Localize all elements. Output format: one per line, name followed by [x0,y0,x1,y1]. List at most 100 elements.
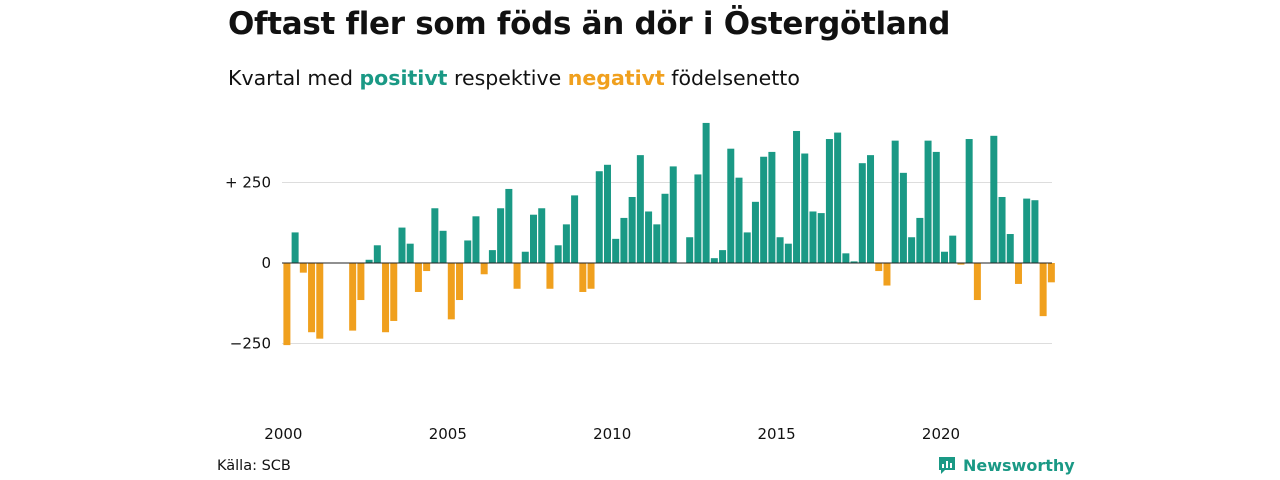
bar [382,263,390,333]
x-axis-labels: 2000 2005 2010 2015 2020 [264,425,960,443]
newsworthy-logo-icon [939,457,955,474]
bar [530,214,537,263]
bar [1006,234,1014,263]
x-tick-label: 2020 [922,425,960,443]
bar [587,263,595,289]
bar [743,232,751,263]
bar [357,263,365,301]
bar [521,251,529,263]
subtitle-positive-label: positivt [359,66,448,90]
newsworthy-brand[interactable]: Newsworthy [937,455,1075,475]
bar [645,211,653,263]
bar [949,235,957,263]
bar [990,135,998,263]
bar [1023,198,1031,263]
subtitle-middle: respektive [447,66,568,90]
bar [710,258,718,263]
bar [727,148,735,263]
bar [899,172,907,263]
bar [406,243,414,263]
x-tick-label: 2015 [758,425,796,443]
bar [817,213,825,263]
bar [636,155,644,263]
bar [932,151,940,263]
x-tick-label: 2005 [429,425,467,443]
bar [439,230,447,263]
bar [488,250,496,263]
bar-series [283,122,1055,346]
bar [283,263,291,346]
bar [316,263,324,339]
bar [513,263,521,289]
bar [776,237,784,263]
bar [973,263,981,301]
bar [505,188,513,263]
bar [414,263,422,292]
bar [472,216,480,263]
bar [735,177,743,263]
bar [538,208,546,263]
bar [957,263,965,265]
bar [702,122,710,264]
bar [595,171,603,263]
bar [546,263,554,289]
bar [1031,200,1039,263]
bar [850,261,858,263]
bar [390,263,398,321]
y-tick-label: + 250 [225,174,271,192]
bar [686,237,694,263]
bar [751,201,759,263]
bar [349,263,357,331]
bar [941,251,948,263]
bar [768,151,776,263]
bar [784,243,792,263]
bar [447,263,455,320]
bar [299,263,307,273]
bar [497,208,505,263]
y-tick-label: 0 [261,254,271,272]
subtitle-negative-label: negativt [567,66,665,90]
bar [1047,263,1055,283]
bar [858,163,866,263]
x-tick-label: 2010 [593,425,631,443]
bar [308,263,316,333]
bar [834,132,842,263]
bar [891,140,899,263]
bar [562,224,570,263]
bar [628,196,636,263]
bar [669,166,677,263]
x-tick-label: 2000 [264,425,302,443]
subtitle-suffix: födelsenetto [664,66,800,90]
bar [423,263,431,272]
subtitle-prefix: Kvartal med [228,66,360,90]
bar [612,238,620,263]
bar [842,253,850,263]
bar [867,155,875,263]
bar [464,240,472,263]
bar [653,224,661,263]
bar [291,232,299,263]
bar [809,211,817,263]
brand-name: Newsworthy [963,455,1075,475]
bar [965,139,973,263]
bar [1014,263,1022,284]
bar [431,208,439,263]
grid-lines [282,182,1052,344]
bar [719,250,727,263]
bar [801,153,809,263]
bar [603,164,611,263]
bar [793,130,801,263]
bar [480,263,488,275]
y-tick-label: −250 [230,335,271,353]
bar [620,217,628,263]
bar [554,245,562,263]
chart-subtitle: Kvartal med positivt respektive negativt… [228,66,800,90]
bar [398,227,406,263]
bar [825,139,833,263]
bar [365,259,373,263]
bar [694,174,702,263]
bar [456,263,464,301]
bar [916,217,924,263]
bar [908,237,916,263]
